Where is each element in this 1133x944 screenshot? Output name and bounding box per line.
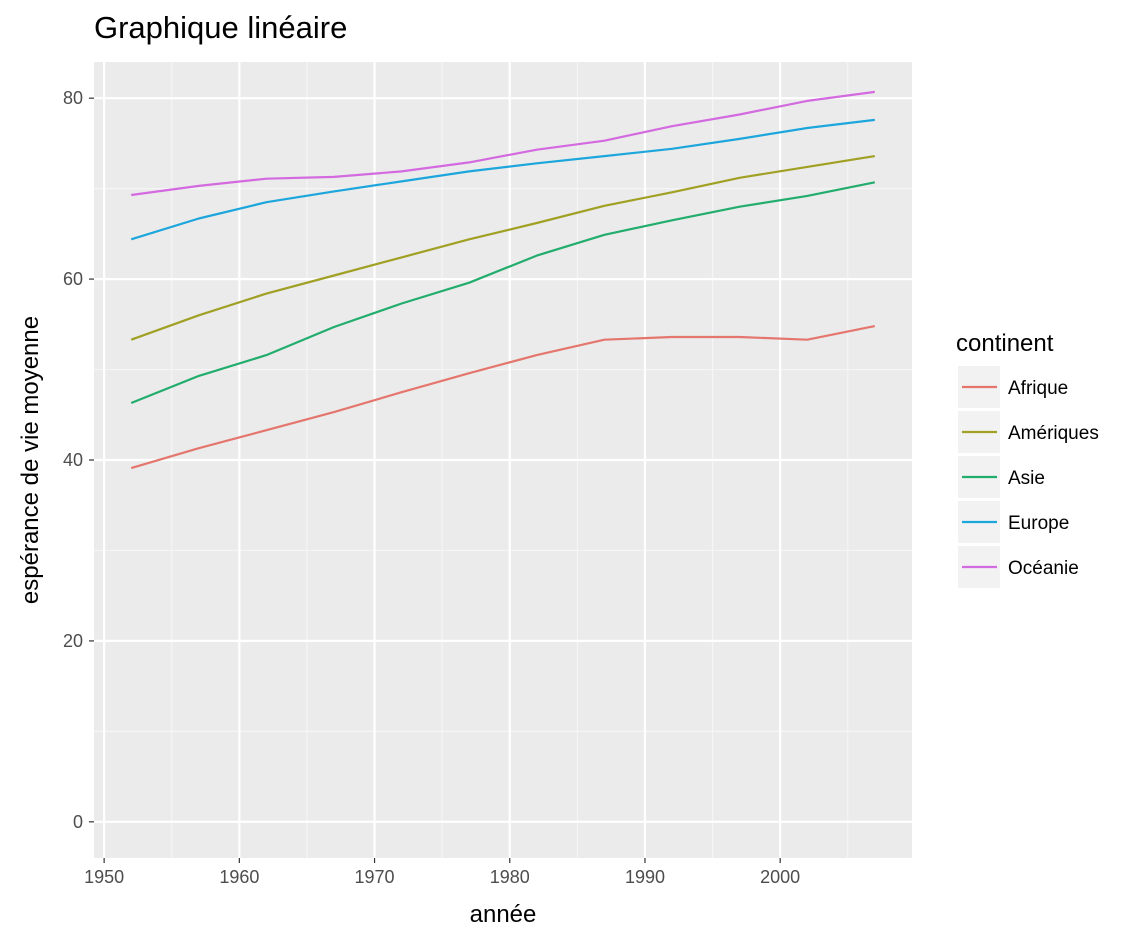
chart-title: Graphique linéaire (94, 10, 347, 45)
x-tick-label: 1980 (490, 867, 530, 887)
series-line-afrique (130, 325, 876, 470)
series-lines (130, 90, 876, 470)
legend-label: Europe (1008, 513, 1069, 534)
x-axis-title: année (470, 901, 537, 928)
y-axis: 0 20 40 60 80 (63, 88, 94, 832)
legend: continent Afrique Amériques Asie Europe Océa… (956, 330, 1099, 588)
y-tick-label: 80 (63, 88, 83, 108)
y-tick-label: 60 (63, 269, 83, 289)
series-line-amériques (130, 155, 875, 341)
x-tick-label: 1950 (84, 867, 124, 887)
legend-label: Océanie (1008, 558, 1079, 579)
legend-title: continent (956, 330, 1054, 357)
x-tick-label: 1970 (355, 867, 395, 887)
legend-label: Asie (1008, 468, 1045, 489)
x-tick-label: 1960 (219, 867, 259, 887)
legend-label: Afrique (1008, 378, 1068, 399)
series-line-océanie (131, 90, 875, 197)
y-axis-title: espérance de vie moyenne (17, 316, 44, 604)
series-line-europe (130, 118, 875, 241)
y-tick-label: 40 (63, 450, 83, 470)
x-tick-label: 1990 (625, 867, 665, 887)
legend-label: Amériques (1008, 423, 1099, 444)
series-line-asie (130, 181, 876, 405)
x-tick-label: 2000 (760, 867, 800, 887)
major-gridlines (94, 62, 912, 858)
y-tick-label: 20 (63, 631, 83, 651)
y-tick-label: 0 (73, 812, 83, 832)
x-axis: 1950 1960 1970 1980 1990 2000 (84, 858, 800, 887)
